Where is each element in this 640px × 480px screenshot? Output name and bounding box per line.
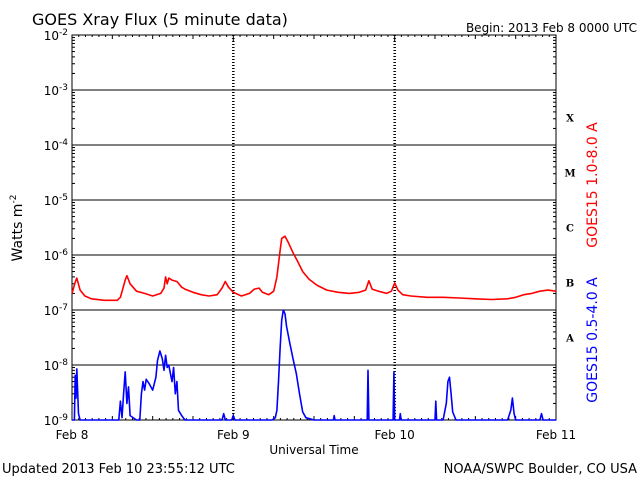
y-axis-label-exponent: -2 [9, 195, 19, 204]
y-tick-base: 10 [44, 84, 59, 98]
y-tick-base: 10 [44, 414, 59, 428]
y-tick-base: 10 [44, 29, 59, 43]
y-tick-label: 10-6 [44, 248, 69, 263]
y-tick-label: 10-8 [44, 358, 69, 373]
y-tick-exponent: -9 [59, 413, 68, 423]
y-tick-base: 10 [44, 304, 59, 318]
flare-class-label: M [564, 169, 575, 180]
legend-series-long: GOES15 1.0-8.0 A [585, 122, 601, 248]
y-tick-base: 10 [44, 359, 59, 373]
y-tick-base: 10 [44, 249, 59, 263]
y-tick-label: 10-2 [44, 28, 68, 43]
y-tick-exponent: -5 [59, 193, 68, 203]
plot-frame [71, 34, 557, 421]
flare-class-label: C [566, 224, 574, 235]
source-label: NOAA/SWPC Boulder, CO USA [444, 462, 637, 477]
series-long-line [71, 235, 557, 302]
x-tick-label: Feb 10 [374, 428, 414, 442]
flare-class-label: B [566, 279, 574, 290]
x-axis-label: Universal Time [269, 443, 358, 457]
y-tick-label: 10-3 [44, 83, 68, 98]
y-tick-base: 10 [44, 139, 59, 153]
y-tick-exponent: -3 [59, 83, 68, 93]
y-tick-exponent: -8 [59, 358, 68, 368]
y-tick-label: 10-7 [44, 303, 68, 318]
updated-label: Updated 2013 Feb 10 23:55:12 UTC [2, 462, 235, 477]
series-lines [71, 235, 557, 421]
x-tick-label: Feb 9 [217, 428, 250, 442]
flare-class-label: A [565, 334, 574, 345]
y-tick-base: 10 [44, 194, 59, 208]
series-short-line [72, 309, 556, 421]
y-axis-label-text: Watts m [10, 204, 26, 262]
y-tick-exponent: -2 [59, 28, 68, 38]
y-axis-label: Watts m-2 [9, 195, 26, 262]
y-tick-exponent: -7 [59, 303, 68, 313]
y-tick-label: 10-5 [44, 193, 68, 208]
y-tick-exponent: -6 [59, 248, 68, 258]
y-axis: 10-210-310-410-510-610-710-810-9 [44, 28, 556, 428]
flare-class-labels: X M C B A [564, 114, 575, 345]
grid [72, 35, 556, 420]
legend-series-short: GOES15 0.5-4.0 A [585, 277, 601, 403]
x-tick-label: Feb 11 [536, 428, 576, 442]
y-tick-label: 10-9 [44, 413, 69, 428]
begin-label: Begin: 2013 Feb 8 0000 UTC [466, 21, 637, 35]
x-tick-label: Feb 8 [56, 428, 89, 442]
y-tick-exponent: -4 [59, 138, 68, 148]
chart-title: GOES Xray Flux (5 minute data) [32, 10, 288, 29]
flare-class-label: X [566, 114, 574, 125]
y-tick-label: 10-4 [44, 138, 69, 153]
